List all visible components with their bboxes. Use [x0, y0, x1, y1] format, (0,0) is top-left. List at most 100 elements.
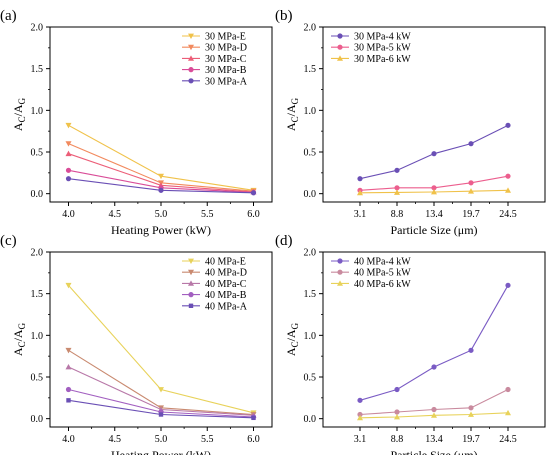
legend-label: 30 MPa-E [205, 32, 246, 43]
legend-marker [188, 78, 194, 84]
data-point [65, 176, 72, 182]
legend-marker [337, 44, 343, 50]
x-axis-label: Heating Power (kW) [111, 223, 211, 237]
x-tick-label: 13.4 [425, 209, 443, 220]
data-point [431, 364, 437, 370]
legend-label: 40 MPa-4 kW [354, 257, 411, 268]
panel-label: (b) [275, 8, 293, 24]
x-tick-label: 4.0 [62, 434, 75, 445]
x-axis-label: Heating Power (kW) [111, 448, 211, 455]
legend-marker [337, 258, 343, 264]
x-tick-label: 3.1 [354, 209, 367, 220]
legend-item: 40 MPa-D [182, 268, 247, 279]
data-point [357, 397, 363, 403]
legend-marker [337, 55, 343, 61]
y-axis-label: AC/AG [11, 322, 27, 356]
y-tick-label: 2.0 [304, 23, 317, 34]
legend-marker [188, 33, 194, 39]
x-axis-label: Particle Size (μm) [390, 448, 477, 455]
data-point [505, 187, 511, 193]
legend-label: 30 MPa-6 kW [354, 54, 411, 65]
y-tick-label: 2.0 [304, 248, 317, 259]
legend-item: 30 MPa-C [182, 54, 247, 65]
legend-label: 40 MPa-A [205, 301, 248, 312]
legend-item: 30 MPa-D [182, 43, 247, 54]
legend: 30 MPa-E30 MPa-D30 MPa-C30 MPa-B30 MPa-A [182, 32, 248, 87]
y-tick-label: 0.5 [31, 148, 44, 159]
data-point [357, 176, 363, 182]
legend-label: 30 MPa-B [205, 65, 247, 76]
y-tick-label: 2.0 [31, 23, 44, 34]
data-series [66, 398, 256, 421]
data-point [468, 141, 474, 147]
data-point [394, 414, 400, 420]
y-tick-label: 0.5 [31, 373, 44, 384]
x-tick-label: 6.0 [247, 434, 260, 445]
x-tick-label: 5.5 [201, 209, 214, 220]
data-point [468, 180, 474, 186]
legend-item: 30 MPa-4 kW [331, 32, 411, 43]
legend-marker [337, 269, 343, 275]
y-tick-label: 0.0 [31, 189, 44, 200]
data-point [65, 347, 72, 354]
data-point [65, 122, 72, 129]
data-point [65, 386, 72, 393]
y-tick-label: 1.0 [31, 331, 44, 342]
legend-item: 40 MPa-A [182, 301, 248, 312]
chart-panel: (b) 0.0 0.5 1.0 1.5 2.0 3.1 8.8 13.4 19.7 24.5 Part… [275, 8, 546, 237]
legend-item: 30 MPa-5 kW [331, 43, 411, 54]
y-tick-label: 2.0 [31, 248, 44, 259]
chart-panel: (c) 0.0 0.5 1.0 1.5 2.0 4.0 4.5 5.0 5.5 6.0 Heating… [0, 233, 273, 455]
legend-label: 40 MPa-E [205, 257, 246, 268]
legend-label: 30 MPa-5 kW [354, 43, 411, 54]
data-point [65, 141, 72, 147]
x-tick-label: 5.0 [155, 209, 168, 220]
data-point [505, 409, 511, 416]
data-point [158, 187, 164, 193]
legend-marker [188, 292, 194, 298]
y-tick-label: 1.0 [304, 106, 317, 117]
x-tick-label: 6.0 [247, 209, 260, 220]
data-point [394, 386, 400, 393]
x-tick-label: 3.1 [354, 434, 367, 445]
data-point [357, 414, 363, 421]
data-point [505, 386, 511, 393]
y-tick-label: 0.0 [304, 414, 317, 425]
legend-label: 40 MPa-C [205, 279, 247, 290]
panel-label: (d) [275, 233, 293, 249]
y-tick-label: 1.5 [31, 289, 44, 300]
data-point [431, 151, 437, 157]
series-line [359, 285, 509, 401]
x-tick-label: 19.7 [462, 434, 480, 445]
y-tick-label: 1.5 [304, 64, 317, 75]
legend: 40 MPa-E40 MPa-D40 MPa-C40 MPa-B40 MPa-A [182, 257, 248, 312]
x-tick-label: 4.5 [109, 209, 122, 220]
data-point [65, 167, 72, 173]
legend-item: 40 MPa-C [182, 279, 247, 290]
legend-label: 40 MPa-D [205, 268, 247, 279]
y-axis-label: AC/AG [284, 322, 300, 356]
data-point [505, 173, 511, 179]
legend-label: 40 MPa-5 kW [354, 268, 411, 279]
legend-label: 30 MPa-D [205, 43, 247, 54]
legend-marker [188, 269, 194, 276]
legend-label: 30 MPa-A [205, 76, 248, 87]
legend-item: 30 MPa-6 kW [331, 54, 411, 65]
legend-marker [188, 258, 194, 264]
legend-marker [188, 55, 194, 61]
legend-marker [188, 44, 194, 51]
y-tick-label: 1.5 [31, 64, 44, 75]
data-series [357, 122, 511, 182]
legend-item: 40 MPa-E [182, 257, 246, 268]
data-point [251, 415, 256, 421]
chart-panel: (d) 0.0 0.5 1.0 1.5 2.0 3.1 8.8 13.4 19.7 24.5 Part… [275, 233, 546, 455]
data-point [65, 364, 72, 370]
x-tick-label: 5.5 [201, 434, 214, 445]
x-axis-label: Particle Size (μm) [390, 223, 477, 237]
chart-panel: (a) 0.0 0.5 1.0 1.5 2.0 4.0 4.5 5.0 5.5 6.0 Heating… [0, 8, 273, 237]
legend-marker [188, 303, 194, 308]
legend-item: 40 MPa-B [182, 290, 247, 301]
data-point [65, 150, 72, 157]
